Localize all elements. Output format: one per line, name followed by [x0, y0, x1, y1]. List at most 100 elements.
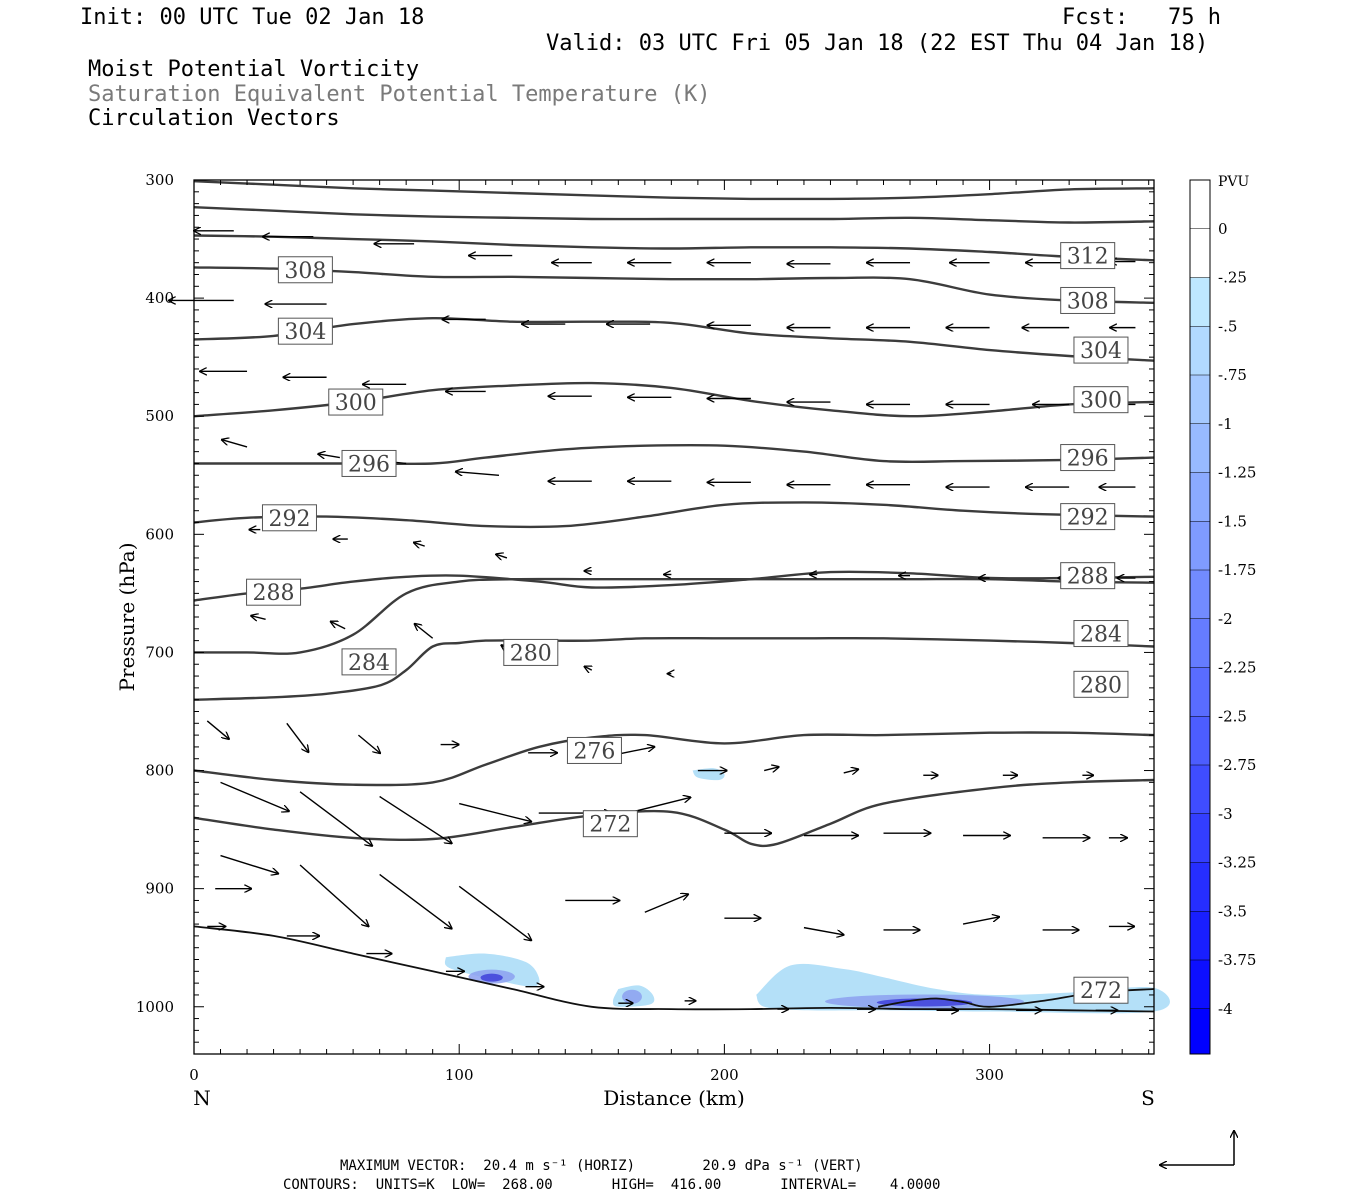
- colorbar-swatch-9: [1190, 618, 1210, 668]
- y-axis-label: Pressure (hPa): [115, 543, 139, 692]
- contour-label-box-2: [328, 388, 384, 416]
- contour-label-box-6: [341, 648, 397, 676]
- contour-label-10: 312: [1067, 245, 1109, 270]
- y-tick-label-5: 800: [145, 762, 174, 780]
- north-label: N: [193, 1086, 211, 1110]
- contour-label-13: 300: [1080, 389, 1122, 414]
- contour-label-box-10: [1060, 242, 1116, 270]
- colorbar-swatch-3: [1190, 326, 1210, 375]
- contour-label-box-15: [1060, 503, 1116, 531]
- colorbar-frame: [1189, 179, 1211, 1055]
- circulation-vector-59: [251, 616, 266, 620]
- south-label: S: [1141, 1086, 1155, 1110]
- contour-label-box-13: [1073, 386, 1129, 414]
- contour-292: [193, 501, 1155, 529]
- circulation-vector-79: [379, 795, 452, 844]
- contour-308: [193, 266, 1155, 304]
- colorbar-label-6: -1.5: [1218, 512, 1247, 530]
- colorbar-label-14: -3.5: [1218, 902, 1247, 920]
- x-tick-label-2: 200: [710, 1066, 739, 1084]
- contour-label-18: 280: [1080, 673, 1122, 698]
- circulation-vector-65: [206, 720, 229, 739]
- circulation-vector-51: [496, 554, 508, 558]
- colorbar-label-9: -2.25: [1218, 659, 1256, 677]
- contour-label-box-16: [1060, 562, 1116, 590]
- contour-label-5: 288: [253, 581, 295, 606]
- plot-frame: [193, 179, 1155, 1055]
- circulation-vector-80: [459, 802, 531, 822]
- circulation-vector-37: [318, 454, 340, 458]
- contour-label-19: 272: [1080, 979, 1122, 1004]
- init-time: Init: 00 UTC Tue 02 Jan 18: [80, 5, 425, 30]
- contour-label-17: 284: [1080, 623, 1122, 648]
- circulation-vector-91: [379, 873, 452, 928]
- colorbar-swatch-17: [1190, 1008, 1210, 1054]
- circulation-vector-98: [962, 917, 999, 925]
- circulation-vector-73: [843, 769, 858, 773]
- x-tick-label-3: 300: [975, 1066, 1004, 1084]
- pv-max-0: [480, 973, 503, 982]
- contour-label-box-9: [582, 810, 638, 838]
- colorbar-swatch-10: [1190, 667, 1210, 717]
- colorbar-label-4: -1: [1218, 415, 1233, 433]
- colorbar-label-12: -3: [1218, 805, 1233, 823]
- contour-label-9: 272: [589, 813, 631, 838]
- circulation-vector-63: [585, 667, 592, 671]
- colorbar-label-1: -.25: [1218, 269, 1247, 287]
- y-tick-label-7: 1000: [136, 998, 174, 1016]
- circulation-vector-90: [299, 864, 368, 926]
- contour-label-box-8: [566, 736, 622, 764]
- colorbar-swatch-6: [1190, 472, 1210, 522]
- field-pv-title: Moist Potential Vorticity: [88, 57, 420, 82]
- contour-288: [193, 570, 1155, 602]
- contour-280: [193, 636, 1155, 701]
- x-tick-label-1: 100: [445, 1066, 474, 1084]
- pv-core-1: [622, 989, 642, 1004]
- pv-shading-layer: [444, 768, 1170, 1014]
- circulation-vector-70: [618, 747, 654, 755]
- contour-312: [193, 234, 1155, 262]
- contour-label-2: 300: [335, 391, 377, 416]
- contour-304: [193, 316, 1155, 362]
- circulation-vector-72: [763, 767, 778, 771]
- contour-label-box-4: [261, 504, 317, 532]
- colorbar-label-13: -3.25: [1218, 854, 1256, 872]
- circulation-vector-94: [644, 894, 688, 913]
- colorbar-swatch-13: [1190, 813, 1210, 863]
- colorbar-swatch-4: [1190, 375, 1210, 424]
- contour-layer: [193, 180, 1155, 1013]
- colorbar-swatch-0: [1190, 180, 1210, 229]
- colorbar-label-5: -1.25: [1218, 464, 1256, 482]
- colorbar-unit: PVU: [1218, 174, 1250, 190]
- circulation-vector-61: [415, 624, 434, 639]
- contour-label-11: 308: [1067, 289, 1109, 314]
- circulation-vector-96: [803, 926, 844, 935]
- colorbar-swatch-2: [1190, 277, 1210, 327]
- vector-layer: [169, 231, 1136, 1011]
- contour-label-16: 288: [1067, 565, 1109, 590]
- y-tick-label-6: 900: [145, 880, 174, 898]
- contour-label-box-5: [246, 578, 302, 606]
- circulation-vector-50: [414, 543, 425, 547]
- contour-label-6: 284: [348, 651, 390, 676]
- contour-label-box-7: [503, 638, 559, 666]
- y-tick-label-3: 600: [145, 525, 174, 543]
- field-theta-title: Saturation Equivalent Potential Temperat…: [88, 82, 711, 107]
- colorbar-label-11: -2.75: [1218, 756, 1256, 774]
- contour-label-15: 292: [1067, 506, 1109, 531]
- contour-label-box-0: [277, 256, 333, 284]
- contour-label-7: 280: [510, 641, 552, 666]
- colorbar-swatch-7: [1190, 521, 1210, 570]
- circulation-vector-60: [331, 622, 346, 630]
- contour-316: [193, 206, 1155, 224]
- circulation-vector-78: [299, 791, 372, 846]
- y-tick-label-0: 300: [145, 171, 174, 189]
- colorbar-label-0: 0: [1218, 220, 1228, 238]
- contour-info-text: CONTOURS: UNITS=K LOW= 268.00 HIGH= 416.…: [283, 1177, 941, 1193]
- colorbar-label-16: -4: [1218, 1000, 1233, 1018]
- contour-label-4: 292: [268, 507, 310, 532]
- x-axis-label: Distance (km): [603, 1086, 745, 1110]
- contour-label-box-19: [1073, 976, 1129, 1004]
- contour-320: [193, 180, 1155, 201]
